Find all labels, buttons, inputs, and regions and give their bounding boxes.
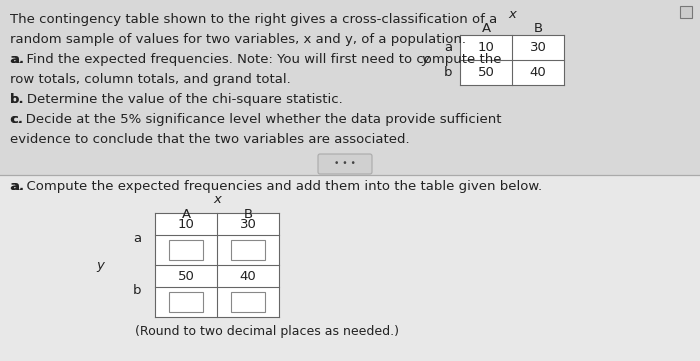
Text: 40: 40 <box>530 66 547 79</box>
Text: random sample of values for two variables, x and y, of a population.: random sample of values for two variable… <box>10 33 466 46</box>
Text: b: b <box>133 284 141 297</box>
Text: 10: 10 <box>477 41 494 54</box>
Bar <box>169 240 203 260</box>
Text: b. Determine the value of the chi-square statistic.: b. Determine the value of the chi-square… <box>10 93 343 106</box>
Text: 30: 30 <box>530 41 547 54</box>
Text: x: x <box>213 193 221 206</box>
Text: x: x <box>508 8 516 21</box>
Text: b: b <box>444 66 452 79</box>
Text: A: A <box>181 208 190 221</box>
Bar <box>460 35 564 85</box>
Text: 50: 50 <box>477 66 494 79</box>
Text: 10: 10 <box>178 217 195 231</box>
Text: B: B <box>533 22 542 35</box>
Text: a.: a. <box>10 53 24 66</box>
Text: a. Compute the expected frequencies and add them into the table given below.: a. Compute the expected frequencies and … <box>10 180 542 193</box>
Text: a. Find the expected frequencies. Note: You will first need to compute the: a. Find the expected frequencies. Note: … <box>10 53 501 66</box>
Text: 50: 50 <box>178 270 195 283</box>
Text: y: y <box>96 258 104 271</box>
Bar <box>680 6 692 18</box>
Bar <box>169 292 203 312</box>
Text: A: A <box>482 22 491 35</box>
Text: • • •: • • • <box>334 160 356 169</box>
Text: (Round to two decimal places as needed.): (Round to two decimal places as needed.) <box>135 325 399 338</box>
Text: c. Decide at the 5% significance level whether the data provide sufficient: c. Decide at the 5% significance level w… <box>10 113 501 126</box>
Text: a: a <box>133 232 141 245</box>
Text: 30: 30 <box>239 217 256 231</box>
Text: B: B <box>244 208 253 221</box>
Text: The contingency table shown to the right gives a cross-classification of a: The contingency table shown to the right… <box>10 13 497 26</box>
Bar <box>155 213 279 317</box>
FancyBboxPatch shape <box>318 154 372 174</box>
Bar <box>231 240 265 260</box>
Text: y: y <box>421 53 429 66</box>
Text: c.: c. <box>10 113 23 126</box>
Text: a.: a. <box>10 180 24 193</box>
Bar <box>0 0 700 175</box>
Text: 40: 40 <box>239 270 256 283</box>
Bar <box>0 175 700 361</box>
Text: a: a <box>444 41 452 54</box>
Text: row totals, column totals, and grand total.: row totals, column totals, and grand tot… <box>10 73 290 86</box>
Bar <box>231 292 265 312</box>
Text: b.: b. <box>10 93 25 106</box>
Text: evidence to conclude that the two variables are associated.: evidence to conclude that the two variab… <box>10 133 410 146</box>
